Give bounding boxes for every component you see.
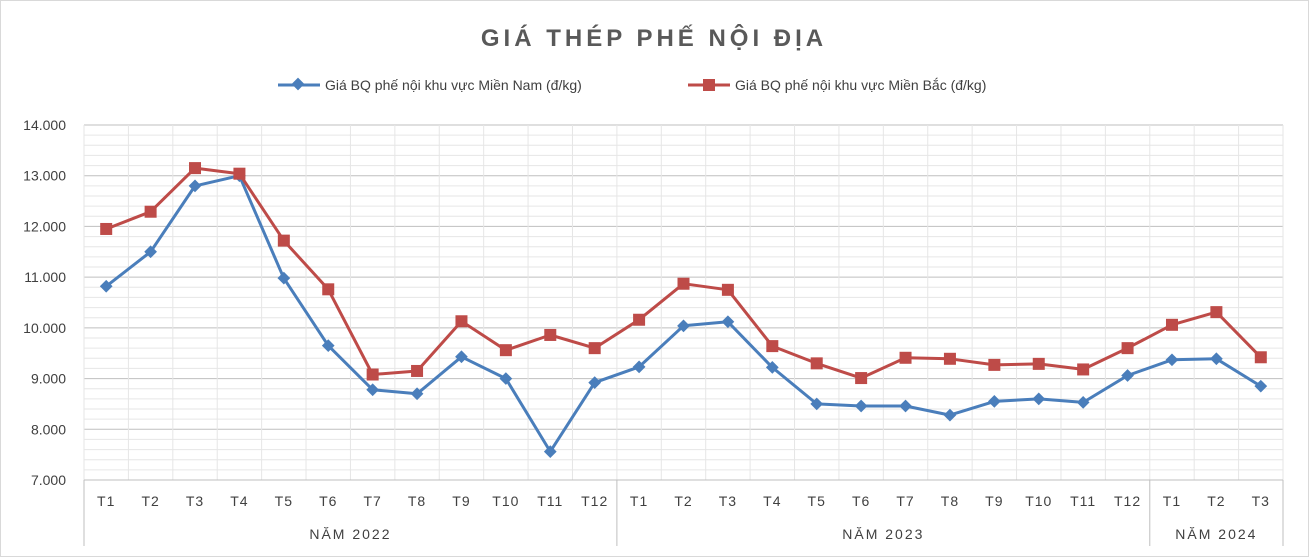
data-point-marker[interactable] bbox=[189, 162, 202, 175]
data-point-marker[interactable] bbox=[144, 205, 157, 218]
x-tick-label: T5 bbox=[808, 493, 826, 509]
data-point-marker[interactable] bbox=[188, 179, 202, 193]
x-tick-label: T3 bbox=[186, 493, 204, 509]
data-point-marker[interactable] bbox=[144, 245, 157, 259]
data-point-marker[interactable] bbox=[233, 167, 246, 180]
data-point-marker[interactable] bbox=[943, 352, 956, 365]
x-tick-label: T7 bbox=[363, 493, 381, 509]
y-tick-label: 8.000 bbox=[31, 421, 66, 437]
x-tick-label: T12 bbox=[1114, 493, 1141, 509]
x-group-label: NĂM 2023 bbox=[842, 526, 924, 542]
series-line bbox=[105, 166, 1262, 380]
y-axis-ticks: 7.000 8.000 9.000 10.000 11.000 12.000 13.000 1… bbox=[23, 117, 66, 488]
data-point-marker[interactable] bbox=[544, 328, 557, 341]
data-point-marker[interactable] bbox=[766, 340, 779, 353]
data-point-marker[interactable] bbox=[1165, 318, 1178, 331]
legend-label-north: Giá BQ phế nội khu vực Miền Bắc (đ/kg) bbox=[735, 77, 986, 93]
data-point-marker[interactable] bbox=[277, 234, 290, 247]
y-tick-label: 13.000 bbox=[23, 168, 66, 184]
y-tick-label: 10.000 bbox=[23, 320, 66, 336]
data-point-marker[interactable] bbox=[1210, 306, 1223, 319]
x-tick-label: T3 bbox=[719, 493, 737, 509]
data-point-marker[interactable] bbox=[987, 395, 1001, 408]
data-point-marker[interactable] bbox=[854, 399, 868, 413]
data-point-marker[interactable] bbox=[99, 279, 113, 293]
data-point-marker[interactable] bbox=[988, 358, 1001, 371]
x-tick-label: T4 bbox=[230, 493, 248, 509]
series-mien-bac bbox=[100, 162, 1267, 385]
data-point-marker[interactable] bbox=[499, 372, 513, 385]
data-point-marker[interactable] bbox=[322, 283, 335, 296]
data-point-marker[interactable] bbox=[721, 283, 734, 296]
x-tick-label: T1 bbox=[97, 493, 115, 509]
data-point-marker[interactable] bbox=[1254, 351, 1267, 364]
x-tick-label: T11 bbox=[537, 493, 563, 509]
x-tick-label: T11 bbox=[1070, 493, 1096, 509]
data-point-marker[interactable] bbox=[633, 313, 646, 326]
x-tick-label: T5 bbox=[275, 493, 293, 509]
data-point-marker[interactable] bbox=[855, 372, 868, 385]
legend-item-north[interactable]: Giá BQ phế nội khu vực Miền Bắc (đ/kg) bbox=[688, 77, 986, 93]
legend-item-south[interactable]: Giá BQ phế nội khu vực Miền Nam (đ/kg) bbox=[278, 77, 582, 93]
data-point-marker[interactable] bbox=[1032, 392, 1046, 406]
y-tick-label: 14.000 bbox=[23, 117, 66, 133]
data-point-marker[interactable] bbox=[455, 315, 468, 328]
legend-label-south: Giá BQ phế nội khu vực Miền Nam (đ/kg) bbox=[325, 77, 582, 93]
x-group-label: NĂM 2024 bbox=[1175, 526, 1257, 542]
x-tick-label: T4 bbox=[763, 493, 781, 509]
series-line bbox=[105, 174, 1262, 454]
x-axis: T1 T2 T3 T4 T5 T6 T7 T8 T9 T10 T11 T12 T1 T2 T3 T4 T5 T6 T… bbox=[83, 479, 1284, 546]
y-tick-label: 7.000 bbox=[31, 472, 66, 488]
data-point-marker[interactable] bbox=[588, 342, 601, 355]
data-point-marker[interactable] bbox=[100, 222, 113, 235]
x-tick-label: T10 bbox=[1025, 493, 1052, 509]
data-point-marker[interactable] bbox=[1165, 353, 1179, 367]
data-point-marker[interactable] bbox=[810, 357, 823, 370]
x-tick-label: T2 bbox=[674, 493, 692, 509]
x-tick-label: T7 bbox=[896, 493, 914, 509]
x-tick-label: T2 bbox=[1207, 493, 1225, 509]
x-tick-label: T1 bbox=[630, 493, 648, 509]
x-tick-label: T2 bbox=[141, 493, 159, 509]
data-point-marker[interactable] bbox=[899, 399, 912, 413]
chart-title: GIÁ THÉP PHẾ NỘI ĐỊA bbox=[481, 24, 827, 52]
x-group-label: NĂM 2022 bbox=[309, 526, 391, 542]
data-point-marker[interactable] bbox=[1077, 363, 1090, 376]
data-point-marker[interactable] bbox=[1121, 369, 1134, 382]
data-point-marker[interactable] bbox=[677, 277, 690, 290]
y-tick-label: 11.000 bbox=[24, 269, 66, 285]
data-point-marker[interactable] bbox=[277, 271, 291, 285]
x-tick-label: T6 bbox=[852, 493, 870, 509]
legend-marker-north bbox=[703, 79, 715, 91]
x-tick-label: T6 bbox=[319, 493, 337, 509]
data-point-marker[interactable] bbox=[499, 344, 512, 357]
legend: Giá BQ phế nội khu vực Miền Nam (đ/kg) G… bbox=[278, 77, 986, 93]
data-point-marker[interactable] bbox=[1076, 396, 1090, 409]
legend-marker-south bbox=[291, 77, 305, 91]
grid-lines bbox=[83, 124, 1284, 481]
data-point-marker[interactable] bbox=[366, 383, 380, 397]
data-point-marker[interactable] bbox=[1032, 357, 1045, 370]
x-tick-label: T10 bbox=[492, 493, 519, 509]
data-point-marker[interactable] bbox=[1121, 342, 1134, 355]
x-tick-label: T3 bbox=[1252, 493, 1270, 509]
x-tick-label: T1 bbox=[1163, 493, 1181, 509]
data-point-marker[interactable] bbox=[899, 351, 912, 364]
x-tick-label: T12 bbox=[581, 493, 608, 509]
y-tick-label: 12.000 bbox=[23, 218, 66, 234]
data-point-marker[interactable] bbox=[321, 339, 335, 352]
x-tick-label: T8 bbox=[941, 493, 959, 509]
x-tick-label: T8 bbox=[408, 493, 426, 509]
data-point-marker[interactable] bbox=[411, 364, 424, 377]
data-point-marker[interactable] bbox=[410, 387, 424, 401]
series-mien-nam bbox=[99, 169, 1268, 458]
x-tick-label: T9 bbox=[452, 493, 470, 509]
data-point-marker[interactable] bbox=[455, 350, 468, 364]
data-point-marker[interactable] bbox=[366, 368, 379, 381]
y-tick-label: 9.000 bbox=[31, 371, 66, 387]
x-tick-label: T9 bbox=[985, 493, 1003, 509]
